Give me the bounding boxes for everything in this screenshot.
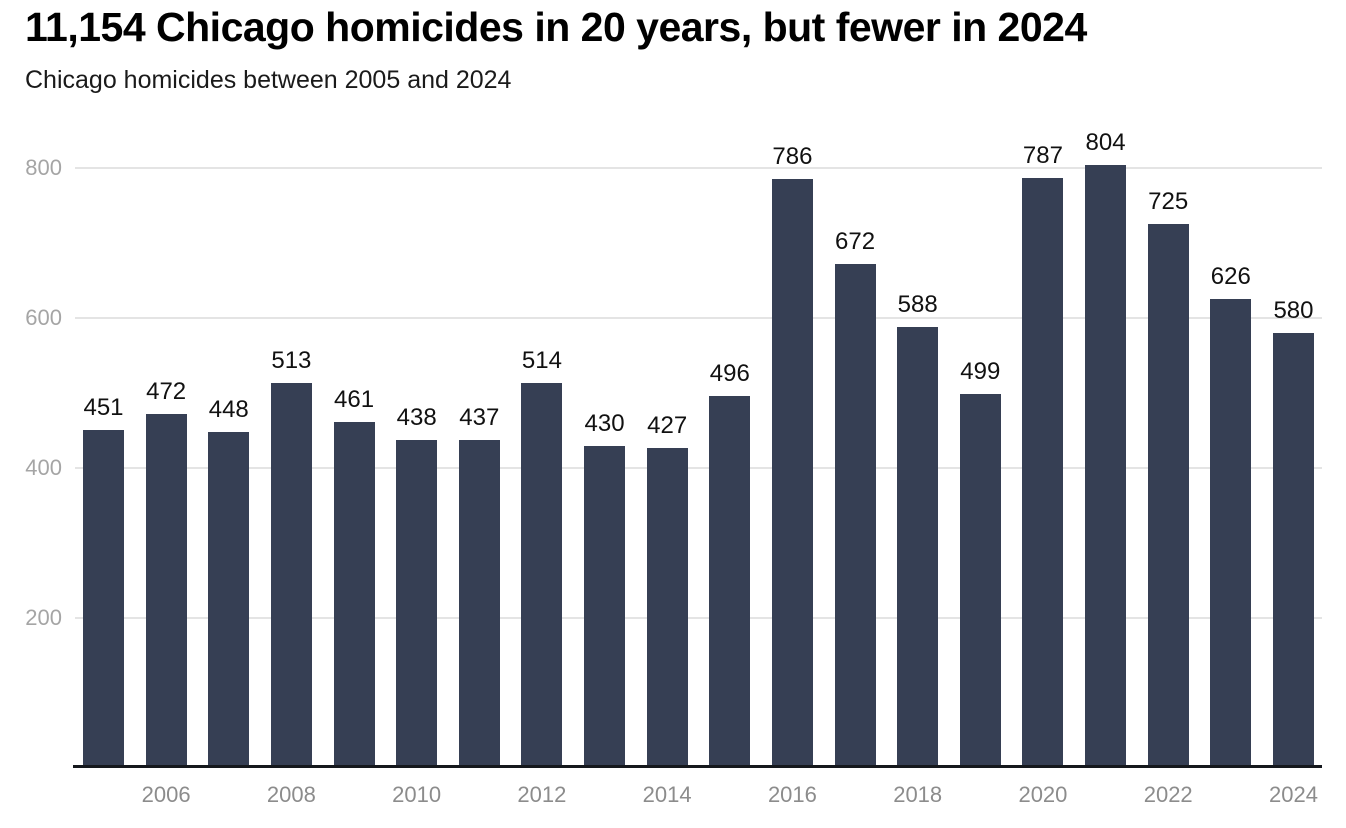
- bar-value-label-2013: 430: [584, 409, 625, 437]
- bar-value-label-2016: 786: [772, 142, 813, 170]
- x-axis-label-2006: 2006: [141, 782, 191, 807]
- bar-value-label-2021: 804: [1085, 129, 1126, 156]
- gridline-600: [75, 317, 1322, 319]
- bar-2014[interactable]: [646, 447, 688, 768]
- bar-2009[interactable]: [333, 422, 375, 768]
- y-axis-label-600: 600: [25, 305, 62, 330]
- bar-2022[interactable]: [1147, 224, 1189, 768]
- bar-2011[interactable]: [458, 440, 500, 768]
- bar-value-label-2014: 427: [647, 411, 688, 439]
- bar-2007[interactable]: [208, 432, 250, 768]
- bar-value-label-2024: 580: [1273, 297, 1314, 324]
- chart-subtitle: Chicago homicides between 2005 and 2024: [25, 66, 512, 95]
- bar-value-label-2015: 496: [709, 360, 750, 387]
- bar-2021[interactable]: [1085, 165, 1127, 768]
- bar-2012[interactable]: [521, 382, 563, 768]
- bar-2013[interactable]: [584, 445, 626, 768]
- bar-value-label-2019: 499: [960, 357, 1001, 385]
- y-axis-label-400: 400: [25, 455, 62, 480]
- gridline-400: [75, 467, 1322, 469]
- bar-2020[interactable]: [1022, 177, 1064, 768]
- bar-2024[interactable]: [1272, 333, 1314, 768]
- bar-2008[interactable]: [270, 383, 312, 768]
- bar-value-label-2023: 626: [1210, 262, 1251, 290]
- bar-2010[interactable]: [396, 439, 438, 768]
- gridline-800: [75, 167, 1322, 169]
- bar-value-label-2008: 513: [271, 347, 312, 375]
- x-axis-label-2014: 2014: [642, 782, 692, 807]
- x-axis-label-2022: 2022: [1143, 782, 1193, 807]
- gridline-200: [75, 617, 1322, 619]
- bar-value-label-2011: 437: [459, 404, 500, 432]
- bar-value-label-2010: 438: [396, 403, 437, 431]
- bar-2016[interactable]: [771, 178, 813, 768]
- bar-2019[interactable]: [959, 393, 1001, 768]
- bar-value-label-2012: 514: [521, 346, 562, 374]
- bar-value-label-2020: 787: [1022, 141, 1063, 169]
- x-axis-label-2008: 2008: [266, 782, 316, 807]
- bar-2018[interactable]: [897, 327, 939, 768]
- bar-value-label-2018: 588: [897, 291, 938, 318]
- x-axis-label-2018: 2018: [893, 782, 943, 807]
- bar-value-label-2022: 725: [1148, 188, 1189, 216]
- x-axis-label-2024: 2024: [1268, 782, 1318, 807]
- bar-2023[interactable]: [1210, 298, 1252, 768]
- x-axis-label-2016: 2016: [767, 782, 817, 807]
- bar-2015[interactable]: [709, 396, 751, 768]
- x-axis-label-2010: 2010: [392, 782, 442, 807]
- bar-2006[interactable]: [145, 414, 187, 768]
- bar-value-label-2009: 461: [333, 386, 375, 414]
- bar-value-label-2007: 448: [208, 396, 249, 423]
- x-axis-label-2020: 2020: [1018, 782, 1068, 807]
- chart-header: 11,154 Chicago homicides in 20 years, bu…: [25, 4, 1325, 95]
- bar-value-label-2005: 451: [83, 393, 124, 421]
- bar-2005[interactable]: [83, 429, 124, 768]
- y-axis-label-200: 200: [25, 605, 62, 630]
- y-axis-label-800: 800: [25, 155, 62, 180]
- bar-value-label-2017: 672: [835, 228, 876, 255]
- x-axis-label-2012: 2012: [517, 782, 567, 807]
- x-axis-line: [73, 765, 1322, 768]
- bar-2017[interactable]: [834, 264, 876, 768]
- bar-value-label-2006: 472: [146, 378, 187, 405]
- plot-area: 451 472 448 513 461 438 437 514 430 427 496 786 672 5…: [73, 129, 1322, 768]
- chart-title: 11,154 Chicago homicides in 20 years, bu…: [25, 4, 1087, 50]
